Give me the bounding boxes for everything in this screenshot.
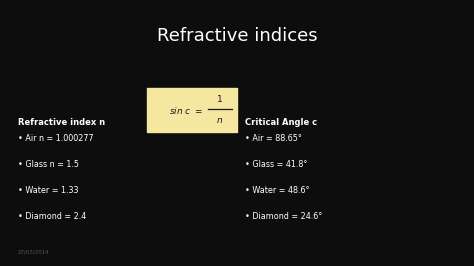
Text: Refractive indices: Refractive indices	[157, 27, 317, 45]
FancyBboxPatch shape	[147, 88, 237, 132]
Text: n: n	[217, 116, 223, 125]
Text: 27/03/2014: 27/03/2014	[18, 249, 50, 254]
Text: $sin\ c\ =$: $sin\ c\ =$	[169, 105, 203, 115]
Text: • Water = 48.6°: • Water = 48.6°	[245, 186, 310, 195]
Text: • Diamond = 24.6°: • Diamond = 24.6°	[245, 212, 322, 221]
Text: • Water = 1.33: • Water = 1.33	[18, 186, 79, 195]
Text: • Glass n = 1.5: • Glass n = 1.5	[18, 160, 79, 169]
Text: • Air = 88.65°: • Air = 88.65°	[245, 134, 302, 143]
Text: • Glass = 41.8°: • Glass = 41.8°	[245, 160, 307, 169]
Text: Critical Angle c: Critical Angle c	[245, 118, 317, 127]
Text: 1: 1	[217, 95, 223, 104]
Text: Refractive index n: Refractive index n	[18, 118, 105, 127]
Text: • Diamond = 2.4: • Diamond = 2.4	[18, 212, 86, 221]
Text: • Air n = 1.000277: • Air n = 1.000277	[18, 134, 94, 143]
